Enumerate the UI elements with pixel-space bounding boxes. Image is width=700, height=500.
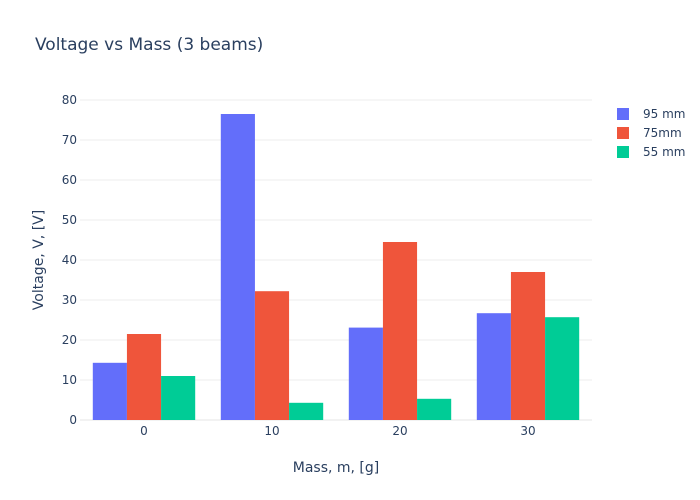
y-tick-label: 30 <box>62 293 77 307</box>
x-tick-label: 0 <box>140 424 148 438</box>
y-tick-label: 60 <box>62 173 77 187</box>
chart-title: Voltage vs Mass (3 beams) <box>35 35 263 55</box>
y-axis-title: Voltage, V, [V] <box>31 210 47 310</box>
bar-75mm-30[interactable] <box>510 272 546 420</box>
x-tick-label: 20 <box>392 424 407 438</box>
y-tick-label: 10 <box>62 373 77 387</box>
legend-swatch[interactable] <box>617 127 629 139</box>
y-axis-ticks: 0 10 20 30 40 50 60 70 80 <box>62 93 77 427</box>
legend[interactable]: 95 mm 75mm 55 mm <box>617 107 685 159</box>
x-tick-label: 10 <box>264 424 279 438</box>
bar-55-mm-10[interactable] <box>289 402 324 420</box>
y-tick-label: 20 <box>62 333 77 347</box>
bar-75mm-20[interactable] <box>382 242 418 420</box>
bar-95-mm-0[interactable] <box>92 362 127 420</box>
y-tick-label: 40 <box>62 253 77 267</box>
bar-75mm-10[interactable] <box>254 291 290 420</box>
bar-55-mm-30[interactable] <box>545 317 580 420</box>
y-tick-label: 80 <box>62 93 77 107</box>
y-tick-label: 70 <box>62 133 77 147</box>
legend-label[interactable]: 75mm <box>643 126 682 140</box>
bar-75mm-0[interactable] <box>126 334 162 420</box>
legend-swatch[interactable] <box>617 108 629 120</box>
gridlines <box>80 99 592 421</box>
x-tick-label: 30 <box>520 424 535 438</box>
legend-label[interactable]: 55 mm <box>643 145 685 159</box>
bars <box>92 114 580 420</box>
bar-95-mm-30[interactable] <box>476 313 511 420</box>
bar-55-mm-0[interactable] <box>161 376 196 420</box>
y-tick-label: 50 <box>62 213 77 227</box>
bar-95-mm-20[interactable] <box>348 327 383 420</box>
x-axis-title: Mass, m, [g] <box>293 460 380 476</box>
x-axis-ticks: 0 10 20 30 <box>140 424 535 438</box>
bar-95-mm-10[interactable] <box>220 114 255 420</box>
legend-label[interactable]: 95 mm <box>643 107 685 121</box>
y-tick-label: 0 <box>69 413 77 427</box>
bar-55-mm-20[interactable] <box>417 398 452 420</box>
legend-swatch[interactable] <box>617 146 629 158</box>
